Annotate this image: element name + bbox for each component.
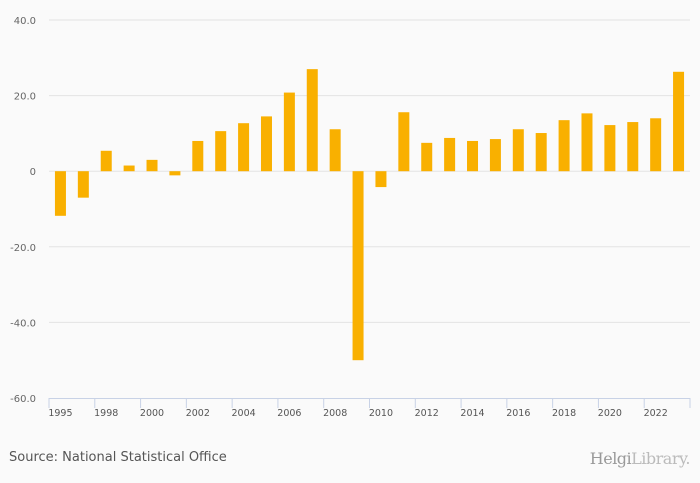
bar-2006: [283, 92, 295, 172]
bar-2012: [421, 142, 433, 172]
x-tick-label: 1995: [48, 408, 72, 419]
y-tick-label: -60.0: [10, 394, 36, 405]
y-tick-label: -20.0: [10, 243, 36, 254]
source-note: Source: National Statistical Office: [9, 450, 227, 465]
bar-2017: [535, 133, 547, 172]
x-tick-label: 2016: [506, 408, 530, 419]
bar-2022: [650, 118, 662, 172]
y-tick-label: 20.0: [14, 92, 36, 103]
x-tick-label: 2004: [231, 408, 255, 419]
bar-2018: [558, 120, 570, 172]
y-tick-label: -40.0: [10, 318, 36, 329]
bar-2008: [329, 129, 341, 172]
bar-2019: [581, 113, 593, 172]
x-tick-label: 2020: [598, 408, 622, 419]
x-tick-label: 1998: [94, 408, 118, 419]
bar-2007: [306, 69, 318, 172]
bar-1997: [77, 171, 89, 198]
bar-2023: [673, 71, 685, 172]
bar-2002: [192, 140, 204, 172]
x-tick-label: 2010: [369, 408, 393, 419]
bar-2004: [238, 123, 250, 172]
bar-2013: [444, 137, 456, 172]
y-tick-label: 40.0: [14, 16, 36, 27]
bar-1999: [123, 165, 135, 172]
bar-1998: [100, 150, 112, 172]
x-tick-label: 2014: [460, 408, 484, 419]
bar-2015: [489, 139, 501, 172]
bar-1995: [54, 171, 66, 216]
bar-2010: [375, 171, 387, 188]
bar-2009: [352, 171, 364, 361]
x-tick-label: 2018: [552, 408, 576, 419]
x-tick-label: 2002: [186, 408, 210, 419]
x-tick-label: 2022: [644, 408, 668, 419]
bar-2005: [260, 116, 272, 172]
bar-2021: [627, 122, 639, 172]
x-tick-label: 2008: [323, 408, 347, 419]
bar-2011: [398, 112, 410, 172]
y-tick-label: 0: [30, 167, 36, 178]
bar-2020: [604, 125, 616, 172]
helgi-library-logo: HelgiLibrary.: [589, 449, 691, 468]
bar-2014: [467, 140, 479, 172]
bar-2003: [215, 131, 227, 172]
x-tick-label: 2006: [277, 408, 301, 419]
bar-2001: [169, 171, 181, 176]
x-tick-label: 2012: [415, 408, 439, 419]
bar-2000: [146, 159, 158, 172]
bar-chart: 40.0 20.0 0 -20.0 -40.0 -60.0 1995 1998 2000 2002…: [10, 16, 691, 419]
x-tick-label: 2000: [140, 408, 164, 419]
bar-2016: [512, 129, 524, 172]
